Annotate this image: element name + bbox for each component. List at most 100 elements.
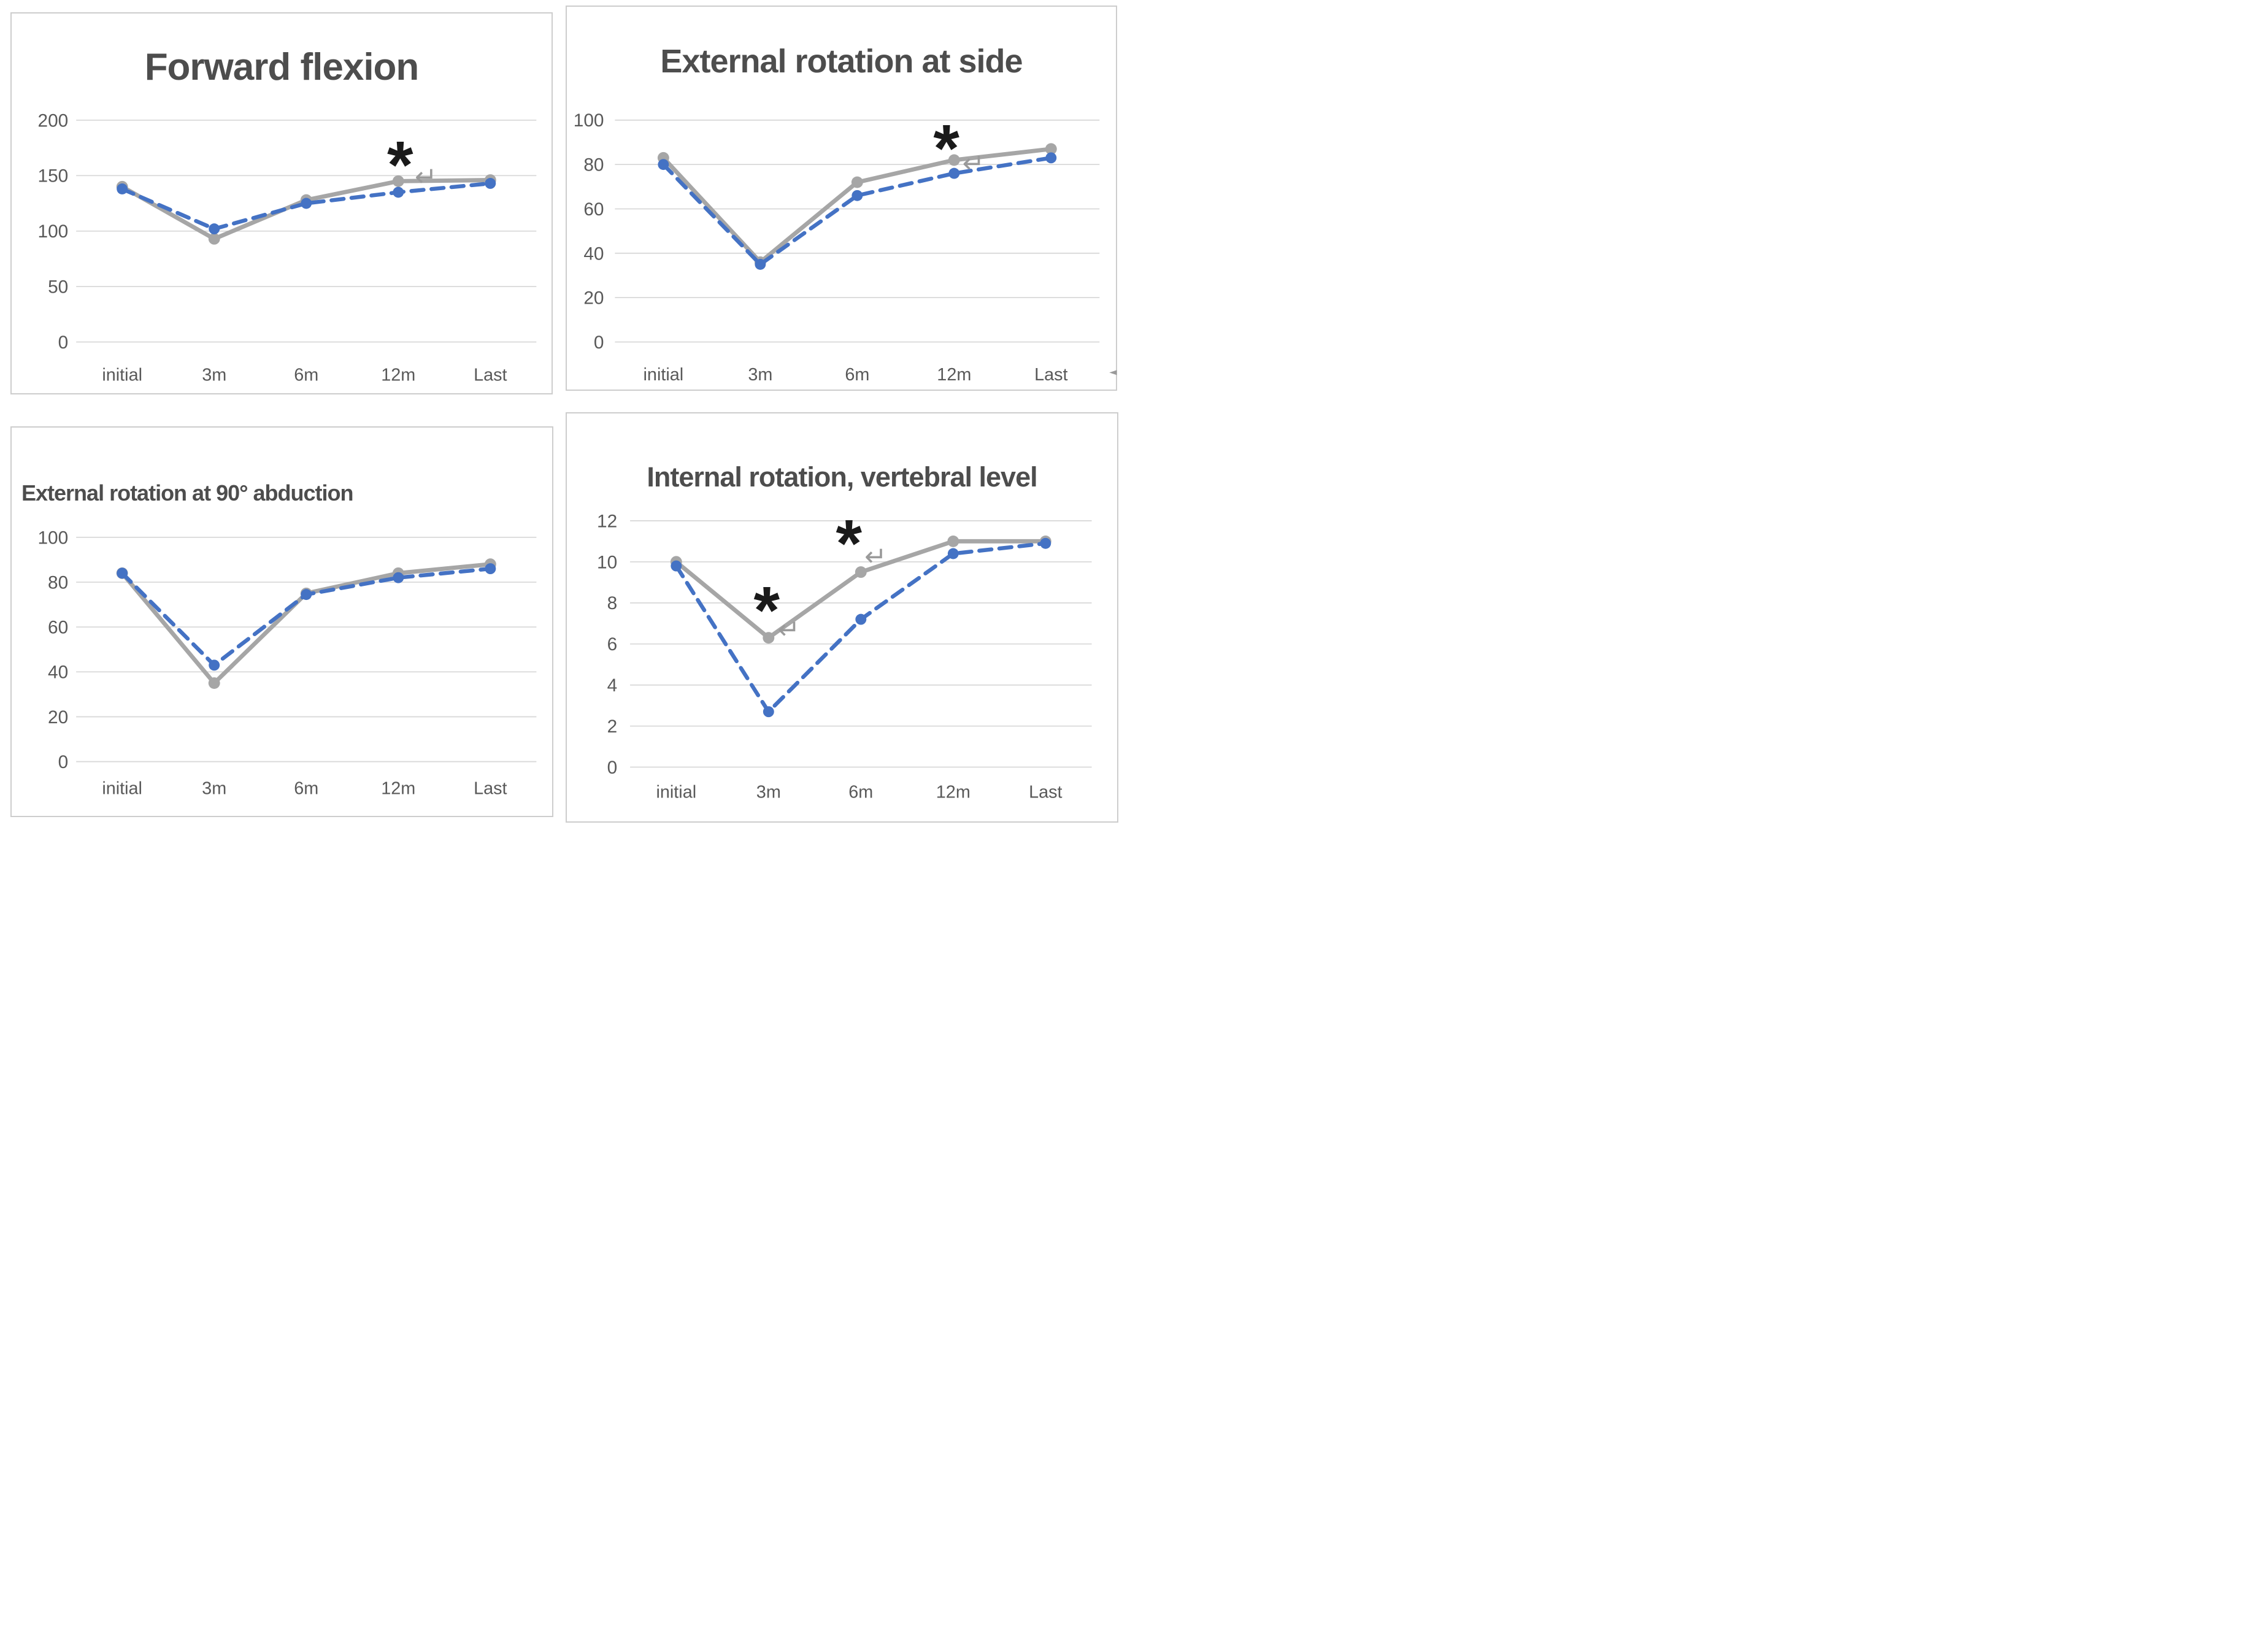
line-chart-external-rotation-90-abduction: 0 20 40 60 80 100 initial 3m 6m 12m Last <box>37 528 537 798</box>
y-axis-labels: 0 20 40 60 80 100 <box>37 528 68 772</box>
gridlines <box>76 536 537 763</box>
y-tick-label: 0 <box>58 752 69 772</box>
series-blue-dashed <box>671 537 1051 718</box>
data-point-marker <box>671 560 682 572</box>
x-category-label: initial <box>656 782 696 802</box>
series-gray-solid <box>670 535 1051 644</box>
y-tick-label: 60 <box>583 199 604 220</box>
asterisk-annotation: * <box>387 128 413 203</box>
data-point-marker <box>855 566 867 578</box>
x-category-label: initial <box>102 778 142 798</box>
x-category-label: Last <box>474 778 507 798</box>
series-line-gray-solid <box>661 147 1053 264</box>
data-point-marker <box>117 567 128 579</box>
y-tick-label: 50 <box>48 277 68 298</box>
y-tick-label: 12 <box>597 511 617 531</box>
y-tick-label: 20 <box>48 707 68 728</box>
data-point-marker <box>763 632 775 644</box>
asterisk-annotation: * <box>754 573 780 648</box>
x-category-label: 3m <box>202 778 226 798</box>
y-tick-label: 6 <box>607 634 618 655</box>
gridlines <box>615 119 1100 343</box>
data-point-marker <box>392 175 404 187</box>
x-axis-labels: initial 3m 6m 12m Last <box>656 782 1062 802</box>
data-point-marker <box>393 572 404 583</box>
y-tick-label: 100 <box>574 110 604 131</box>
edge-arrow-artifact: ◄ <box>1109 366 1117 378</box>
x-category-label: 12m <box>937 365 971 385</box>
chart-title-forward-flexion: Forward flexion <box>144 46 420 88</box>
x-category-label: 3m <box>756 782 781 802</box>
data-point-marker <box>855 613 867 625</box>
x-category-label: 12m <box>381 365 415 385</box>
data-point-marker <box>485 178 496 189</box>
return-glyph: ↵ <box>778 614 801 645</box>
y-tick-label: 100 <box>37 528 68 548</box>
data-point-marker <box>948 154 960 166</box>
series-blue-dashed <box>117 178 496 235</box>
y-tick-label: 20 <box>583 288 604 309</box>
series-blue-dashed <box>117 563 496 671</box>
return-glyph: ↵ <box>864 541 887 572</box>
chart-panel-forward-flexion: Forward flexion 0 50 100 150 200 initial 3m 6m 1… <box>10 12 553 394</box>
data-point-marker <box>209 223 220 235</box>
return-glyph: ↵ <box>415 161 437 193</box>
annotations: * ↵ <box>387 128 437 203</box>
return-glyph: ↵ <box>963 148 985 179</box>
data-point-marker <box>1045 152 1057 164</box>
y-tick-label: 150 <box>38 166 69 186</box>
y-tick-label: 40 <box>583 244 604 264</box>
x-category-label: 12m <box>381 778 415 798</box>
data-point-marker <box>851 190 863 201</box>
data-point-marker <box>209 659 220 671</box>
gridlines <box>630 520 1092 768</box>
data-point-marker <box>763 706 774 718</box>
series-line-blue-dashed <box>661 156 1053 267</box>
data-point-marker <box>755 258 766 270</box>
x-category-label: initial <box>644 365 684 385</box>
line-chart-external-rotation-at-side: 0 20 40 60 80 100 initial 3m 6m 12m Last * ↵ ◄ <box>574 110 1118 385</box>
y-tick-label: 80 <box>583 155 604 175</box>
series-line-blue-dashed <box>120 181 493 231</box>
chart-title-internal-rotation-vertebral-level: Internal rotation, vertebral level <box>647 461 1037 493</box>
chart-title-external-rotation-at-side: External rotation at side <box>660 43 1023 80</box>
line-chart-forward-flexion: 0 50 100 150 200 initial 3m 6m 12m Last * ↵ <box>38 110 537 385</box>
series-line-blue-dashed <box>120 566 493 667</box>
y-tick-label: 100 <box>38 221 69 242</box>
x-category-label: 6m <box>845 365 869 385</box>
annotations: * ↵ ◄ <box>933 111 1117 377</box>
data-point-marker <box>301 198 312 209</box>
chart-panel-internal-rotation-vertebral-level: Internal rotation, vertebral level 0 2 4 6 8… <box>566 412 1118 823</box>
x-category-label: 6m <box>294 365 318 385</box>
data-point-marker <box>393 186 404 198</box>
x-category-label: Last <box>1029 782 1062 802</box>
y-tick-label: 0 <box>607 758 618 778</box>
data-point-marker <box>1045 143 1057 155</box>
x-axis-labels: initial 3m 6m 12m Last <box>644 365 1068 385</box>
data-point-marker <box>485 563 496 575</box>
y-tick-label: 10 <box>597 552 617 572</box>
y-axis-labels: 0 2 4 6 8 10 12 <box>597 511 617 778</box>
y-tick-label: 8 <box>607 593 618 613</box>
x-category-label: Last <box>1034 365 1067 385</box>
y-axis-labels: 0 50 100 150 200 <box>38 110 69 353</box>
chart-panel-external-rotation-90-abduction: External rotation at 90° abduction 0 20 40… <box>10 426 553 817</box>
data-point-marker <box>948 167 960 179</box>
x-axis-labels: initial 3m 6m 12m Last <box>102 778 507 798</box>
x-category-label: 3m <box>748 365 772 385</box>
x-category-label: 6m <box>294 778 318 798</box>
data-point-marker <box>851 176 863 188</box>
series-blue-dashed <box>658 152 1057 270</box>
x-category-label: 3m <box>202 365 226 385</box>
y-tick-label: 4 <box>607 675 618 696</box>
x-category-label: 6m <box>848 782 873 802</box>
chart-title-external-rotation-90-abduction: External rotation at 90° abduction <box>21 480 354 505</box>
x-axis-labels: initial 3m 6m 12m Last <box>102 365 507 385</box>
y-tick-label: 40 <box>48 663 68 683</box>
y-tick-label: 0 <box>58 332 69 353</box>
y-axis-labels: 0 20 40 60 80 100 <box>574 110 604 353</box>
annotations: **↵↵ <box>754 507 887 648</box>
data-point-marker <box>208 232 220 245</box>
data-point-marker <box>947 535 959 547</box>
